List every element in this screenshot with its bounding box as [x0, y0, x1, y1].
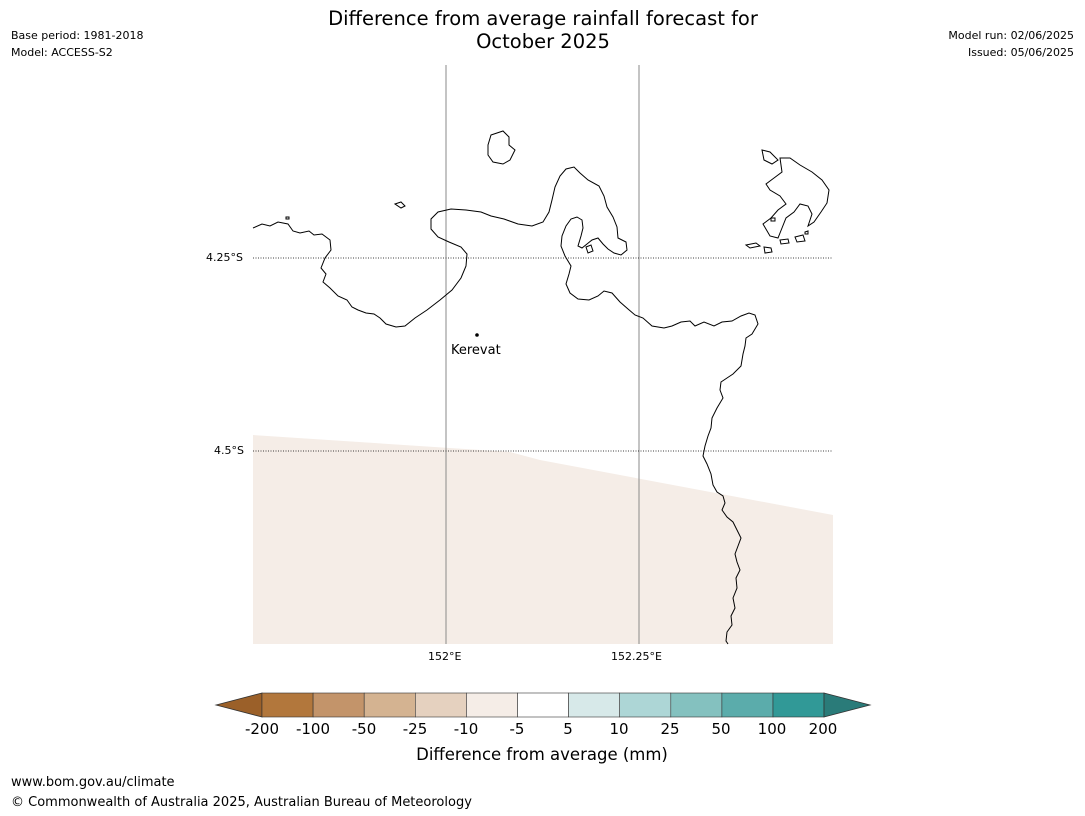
coastline-main [252, 166, 759, 645]
footer-url[interactable]: www.bom.gov.au/climate [11, 775, 175, 790]
island-duke-of-york [761, 149, 830, 239]
colorbar-bin-1 [261, 692, 314, 718]
title-line1: Difference from average rainfall forecas… [328, 7, 758, 30]
colorbar-tick: -50 [351, 720, 377, 738]
header-meta-right: Model run: 02/06/2025 Issued: 05/06/2025 [948, 27, 1074, 61]
colorbar-bin-9 [670, 692, 723, 718]
colorbar-bin-6 [517, 692, 569, 718]
colorbar-tick: 25 [660, 720, 680, 738]
colorbar-bin-5 [466, 692, 518, 718]
footer-copyright: © Commonwealth of Australia 2025, Austra… [11, 795, 472, 810]
island-west [393, 201, 406, 209]
lat-label-4-5s: 4.5°S [214, 444, 244, 457]
colorbar-label: Difference from average (mm) [416, 745, 668, 764]
base-period: Base period: 1981-2018 [11, 29, 144, 42]
colorbar-bin-2 [312, 692, 365, 718]
issued-date: Issued: 05/06/2025 [967, 46, 1074, 59]
title-line2: October 2025 [476, 30, 610, 53]
colorbar-tick: 5 [563, 720, 573, 738]
islet-3 [744, 217, 809, 254]
colorbar-bin-10 [721, 692, 774, 718]
colorbar-tick: -25 [402, 720, 428, 738]
map-title: Difference from average rainfall forecas… [243, 7, 843, 53]
colorbar-bin-3 [363, 692, 416, 718]
colorbar-tick: 50 [711, 720, 731, 738]
island-north [487, 130, 516, 165]
colorbar-bin-8 [619, 692, 672, 718]
colorbar-bin-7 [568, 692, 621, 718]
kerevat-marker[interactable] [475, 333, 479, 337]
colorbar-tick: 200 [808, 720, 838, 738]
place-label-kerevat: Kerevat [451, 343, 501, 358]
colorbar-tick: -200 [244, 720, 280, 738]
colorbar-extend-low [214, 692, 263, 718]
colorbar-bin-4 [415, 692, 467, 718]
colorbar-tick: 100 [757, 720, 787, 738]
model-run: Model run: 02/06/2025 [948, 29, 1074, 42]
lon-label-152-25e: 152.25°E [611, 650, 662, 663]
lat-label-4-25s: 4.25°S [206, 251, 243, 264]
colorbar-tick: -10 [453, 720, 479, 738]
colorbar-tick: -5 [509, 720, 525, 738]
colorbar-tick: -100 [295, 720, 331, 738]
islet-2 [585, 244, 594, 254]
colorbar [214, 692, 872, 718]
model-name: Model: ACCESS-S2 [11, 46, 113, 59]
islet-1 [285, 216, 290, 220]
colorbar-bin-11 [772, 692, 825, 718]
lon-label-152e: 152°E [428, 650, 462, 663]
forecast-shaded-region [253, 435, 833, 644]
header-meta-left: Base period: 1981-2018 Model: ACCESS-S2 [11, 27, 143, 61]
colorbar-extend-high [823, 692, 872, 718]
colorbar-tick: 10 [609, 720, 629, 738]
